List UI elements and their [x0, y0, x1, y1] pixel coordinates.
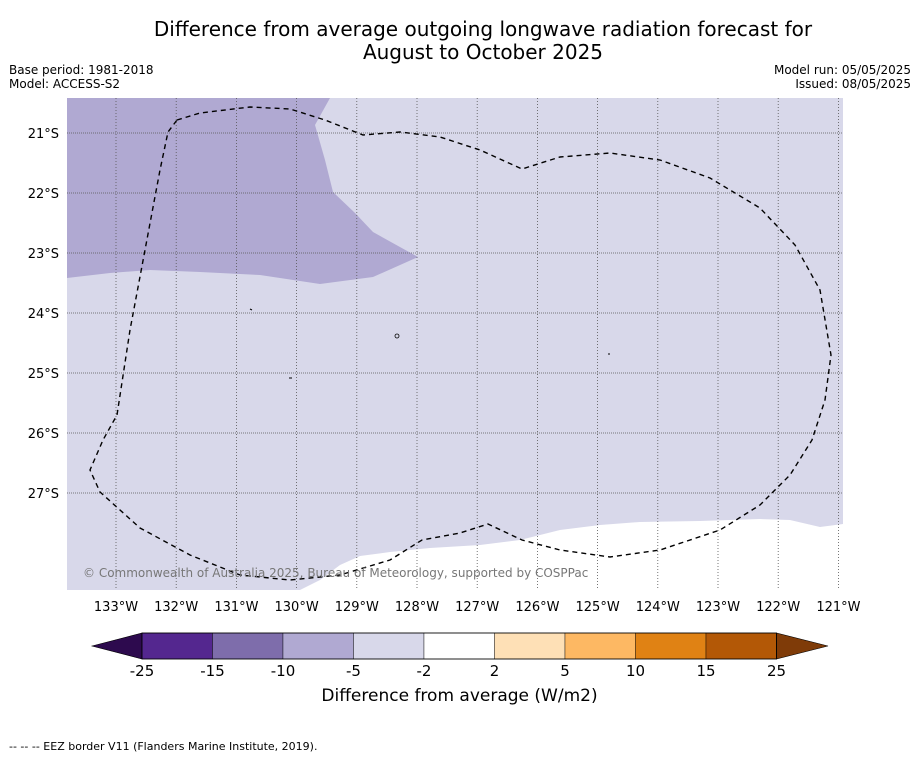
colorbar-tick-label: 15 — [696, 662, 715, 680]
colorbar-tick-label: -10 — [271, 662, 296, 680]
colorbar-outline — [141, 632, 777, 660]
eez-border — [89, 106, 832, 581]
model-run: Model run: 05/05/2025 — [773, 63, 911, 77]
eez-footnote: -- -- -- EEZ border V11 (Flanders Marine… — [9, 740, 318, 753]
colorbar-segment — [423, 632, 495, 660]
longitude-label: 133°W — [94, 600, 138, 615]
colorbar — [90, 632, 829, 660]
colorbar-extend-min — [90, 632, 143, 660]
map-title: Difference from average outgoing longwav… — [0, 18, 919, 64]
longitude-label: 130°W — [275, 600, 319, 615]
colorbar-segment — [564, 632, 636, 660]
colorbar-segment — [635, 632, 707, 660]
colorbar-tick-label: -15 — [200, 662, 225, 680]
colorbar-segment — [141, 632, 213, 660]
longitude-label: 129°W — [335, 600, 379, 615]
latitude-label: 25°S — [28, 367, 59, 382]
title-line-1: Difference from average outgoing longwav… — [153, 17, 813, 41]
latitude-label: 24°S — [28, 307, 59, 322]
colorbar-segment — [494, 632, 566, 660]
colorbar-segment — [212, 632, 284, 660]
longitude-label: 123°W — [696, 600, 740, 615]
colorbar-tick-label: 2 — [490, 662, 500, 680]
colorbar-label: Difference from average (W/m2) — [321, 686, 598, 706]
copyright-text: © Commonwealth of Australia 2025, Bureau… — [83, 566, 588, 580]
colorbar-tick-label: -25 — [130, 662, 155, 680]
map-plot-area: © Commonwealth of Australia 2025, Bureau… — [67, 98, 843, 590]
longitude-label: 121°W — [816, 600, 860, 615]
island-marker — [249, 308, 253, 311]
colorbar-tick-label: 25 — [767, 662, 786, 680]
colorbar-tick-label: 5 — [560, 662, 570, 680]
issued-date: Issued: 08/05/2025 — [795, 77, 911, 91]
latitude-gridlines — [67, 132, 843, 494]
latitude-label: 26°S — [28, 427, 59, 442]
latitude-label: 22°S — [28, 187, 59, 202]
longitude-label: 132°W — [154, 600, 198, 615]
colorbar-segment — [705, 632, 777, 660]
title-line-2: August to October 2025 — [362, 40, 604, 64]
longitude-gridlines — [115, 98, 839, 590]
latitude-label: 23°S — [28, 247, 59, 262]
latitude-label: 21°S — [28, 127, 59, 142]
longitude-label: 122°W — [756, 600, 800, 615]
meta-right: Model run: 05/05/2025 Issued: 08/05/2025 — [774, 63, 911, 91]
latitude-labels: 21°S 22°S 23°S 24°S 25°S 26°S 27°S — [28, 127, 59, 502]
base-period: Base period: 1981-2018 — [9, 63, 154, 77]
longitude-label: 124°W — [636, 600, 680, 615]
colorbar-tick-label: -2 — [417, 662, 432, 680]
longitude-label: 131°W — [214, 600, 258, 615]
model-name: Model: ACCESS-S2 — [9, 77, 121, 91]
colorbar-segment — [282, 632, 354, 660]
island-marker — [394, 333, 400, 339]
longitude-label: 125°W — [576, 600, 620, 615]
colorbar-segment — [353, 632, 425, 660]
colorbar-extend-max — [776, 632, 829, 660]
longitude-label: 127°W — [455, 600, 499, 615]
meta-left: Base period: 1981-2018 Model: ACCESS-S2 — [9, 63, 154, 91]
longitude-label: 126°W — [515, 600, 559, 615]
longitude-label: 128°W — [395, 600, 439, 615]
colorbar-tick-label: -5 — [346, 662, 361, 680]
longitude-labels: 133°W 132°W 131°W 130°W 129°W 128°W 127°W 126°W… — [94, 600, 861, 615]
anomaly-region-medium — [67, 98, 418, 284]
colorbar-tick-label: 10 — [626, 662, 645, 680]
colorbar-ticks: -25 -15 -10 -5 -2 2 5 10 15 25 — [130, 662, 786, 680]
latitude-label: 27°S — [28, 487, 59, 502]
